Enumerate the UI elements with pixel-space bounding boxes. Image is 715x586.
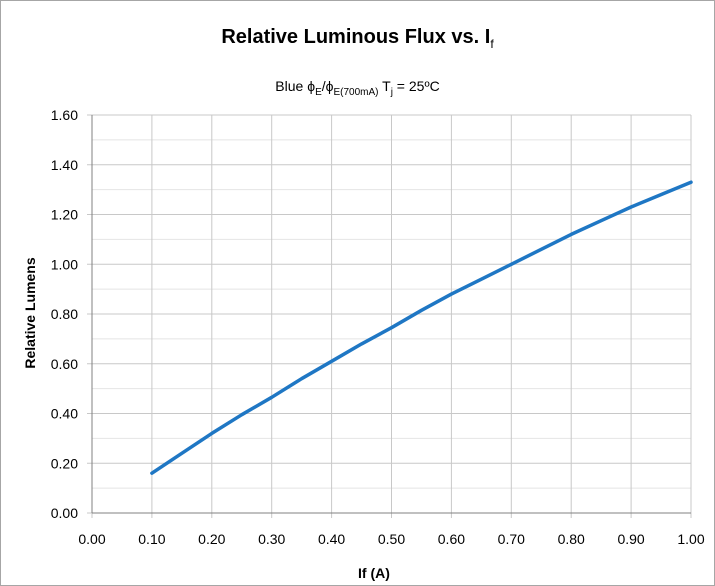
- grid: [87, 114, 692, 518]
- chart-title-subscript: f: [490, 37, 494, 51]
- y-tick-label: 0.80: [51, 306, 78, 322]
- y-tick-label: 0.20: [51, 455, 78, 471]
- subtitle-t: T: [378, 78, 391, 94]
- x-tick-label: 0.20: [198, 531, 225, 547]
- y-tick-label: 1.00: [51, 256, 78, 272]
- subtitle-phi-ref: ϕ: [325, 78, 334, 94]
- x-tick-label: 0.80: [558, 531, 585, 547]
- series-group: [150, 180, 693, 475]
- subtitle-sub-j: j: [390, 86, 393, 98]
- subtitle-sub-e: E: [315, 86, 322, 98]
- series-line-0: [150, 180, 693, 475]
- x-tick-label: 0.10: [138, 531, 165, 547]
- y-tick-label: 0.40: [51, 406, 78, 422]
- chart-subtitle: Blue ϕE/ϕE(700mA) Tj = 25ºC: [0, 78, 715, 98]
- x-tick-label: 0.40: [318, 531, 345, 547]
- x-tick-label: 0.50: [378, 531, 405, 547]
- x-tick-label: 0.60: [438, 531, 465, 547]
- subtitle-temp: = 25ºC: [392, 78, 440, 94]
- x-axis: 0.00 0.10 0.20 0.30 0.40 0.50 0.60 0.70 0.80 0.90…: [78, 531, 704, 547]
- x-tick-label: 0.00: [78, 531, 105, 547]
- x-axis-title: If (A): [358, 565, 390, 581]
- x-tick-label: 0.30: [258, 531, 285, 547]
- y-axis-title: Relative Lumens: [22, 257, 38, 368]
- x-tick-label: 0.70: [498, 531, 525, 547]
- subtitle-sub-ref: E(700mA): [333, 86, 379, 98]
- y-axis: 0.00 0.20 0.40 0.60 0.80 1.00 1.20 1.40 1.60: [51, 107, 78, 521]
- y-tick-label: 1.60: [51, 107, 78, 123]
- y-tick-label: 0.00: [51, 505, 78, 521]
- subtitle-slash: /: [321, 78, 326, 94]
- x-tick-label: 0.90: [617, 531, 644, 547]
- subtitle-phi: ϕ: [307, 78, 316, 94]
- y-tick-label: 0.60: [51, 356, 78, 372]
- x-tick-label: 1.00: [677, 531, 704, 547]
- y-tick-label: 1.20: [51, 207, 78, 223]
- subtitle-text: Blue: [275, 78, 308, 94]
- chart-title-text: Relative Luminous Flux vs. I: [221, 26, 491, 48]
- chart-title: Relative Luminous Flux vs. If: [0, 26, 715, 51]
- y-tick-label: 1.40: [51, 157, 78, 173]
